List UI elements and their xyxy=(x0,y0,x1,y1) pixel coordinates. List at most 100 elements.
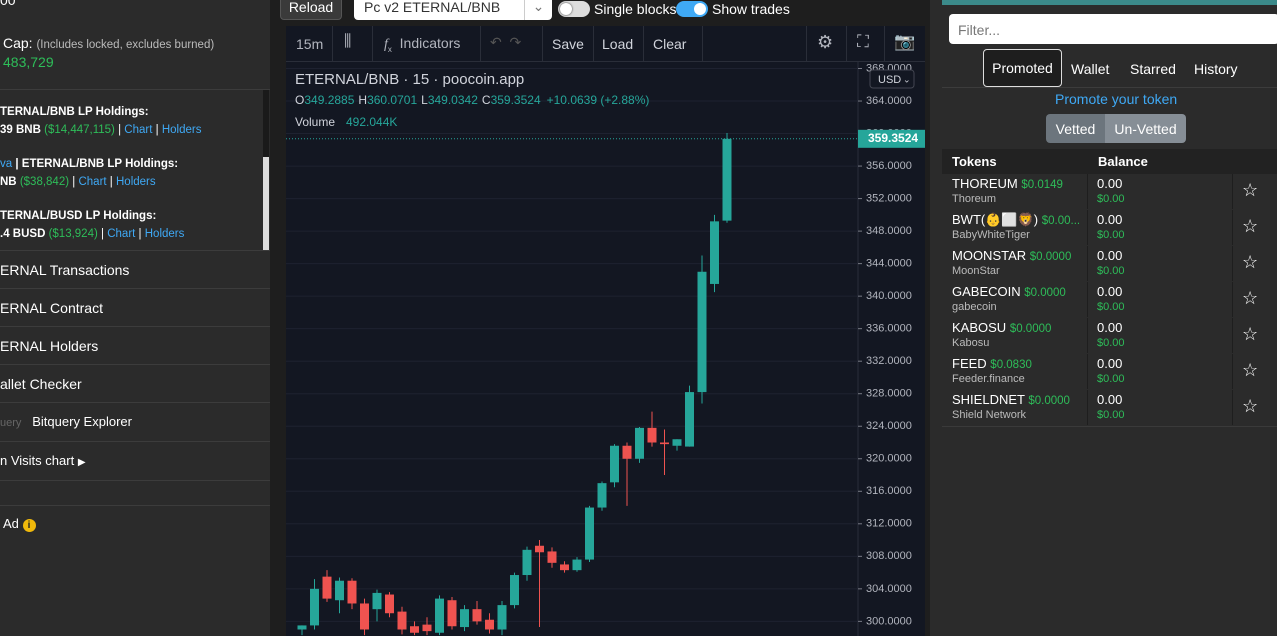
balance-value: $0.00 xyxy=(1097,301,1125,313)
unvetted-button[interactable]: Un-Vetted xyxy=(1105,114,1186,143)
token-row[interactable]: KABOSU $0.0000 Kabosu 0.00 $0.00 ☆ xyxy=(942,318,1277,353)
indicators[interactable]: fx Indicators xyxy=(384,35,461,54)
volume-label: Volume xyxy=(295,115,335,129)
c: C xyxy=(482,93,491,107)
close: 359.3524 xyxy=(491,93,541,107)
star-icon[interactable]: ☆ xyxy=(1242,288,1259,308)
link[interactable]: va xyxy=(0,158,13,170)
title: | ETERNAL/BNB LP Holdings: xyxy=(15,158,179,170)
candle-body xyxy=(635,427,644,459)
tab[interactable]: Wallet xyxy=(1071,61,1110,77)
cell-divider xyxy=(1232,174,1233,209)
title: TERNAL/BNB LP Holdings: xyxy=(0,106,149,118)
label: Indicators xyxy=(399,35,461,51)
info-icon[interactable]: i xyxy=(22,519,36,532)
vetted-button[interactable]: Vetted xyxy=(1046,114,1105,143)
holders-link[interactable]: Holders xyxy=(144,228,185,240)
cell-divider xyxy=(1232,210,1233,245)
toggle-on[interactable] xyxy=(676,1,708,17)
token-fullname: Shield Network xyxy=(952,409,1026,421)
menu-item[interactable]: allet Checker xyxy=(0,376,82,392)
cell-divider xyxy=(1232,390,1233,425)
candle-body xyxy=(660,442,669,445)
cell-divider xyxy=(1232,354,1233,389)
label: n Visits chart xyxy=(0,453,75,468)
tab-active[interactable]: Promoted xyxy=(983,49,1062,87)
undo-redo[interactable]: ↶ ↷ xyxy=(490,34,522,50)
star-icon[interactable]: ☆ xyxy=(1242,396,1259,416)
tab[interactable]: Starred xyxy=(1130,61,1176,77)
separator xyxy=(0,364,270,365)
candle-body xyxy=(410,626,419,633)
candle-body xyxy=(422,624,432,632)
snapshot-icon[interactable]: 📷 xyxy=(894,32,916,51)
y-tick-label: 336.0000 xyxy=(866,323,912,335)
scrollbar-track xyxy=(263,90,269,250)
token-name: SHIELDNET $0.0000 xyxy=(952,392,1085,407)
candle-body xyxy=(322,576,332,599)
separator xyxy=(0,250,270,251)
load[interactable]: Load xyxy=(602,36,634,52)
chart-type-icon[interactable]: ⫼ xyxy=(344,33,352,50)
balance: 0.00 xyxy=(1097,356,1123,371)
separator xyxy=(0,480,270,481)
star-icon[interactable]: ☆ xyxy=(1242,180,1259,200)
tab[interactable]: History xyxy=(1194,61,1238,77)
left-panel: 00 Cap: (Includes locked, excludes burne… xyxy=(0,0,270,636)
candle-body xyxy=(385,594,394,614)
fullscreen-icon[interactable]: ⛶ xyxy=(857,32,869,51)
reload-button[interactable]: Reload xyxy=(280,0,342,20)
token-name: KABOSU $0.0000 xyxy=(952,320,1085,335)
settings-icon[interactable]: ⚙ xyxy=(817,32,834,52)
token-row[interactable]: MOONSTAR $0.0000 MoonStar 0.00 $0.00 ☆ xyxy=(942,246,1277,281)
usd: ($13,924) xyxy=(48,228,98,240)
price: $0.0000 xyxy=(1024,287,1066,299)
chart-link[interactable]: Chart xyxy=(124,124,153,136)
candle-body xyxy=(547,551,557,563)
token-row[interactable]: THOREUM $0.0149 Thoreum 0.00 $0.00 ☆ xyxy=(942,174,1277,209)
cap-label: Cap: xyxy=(3,35,33,51)
token-row[interactable]: GABECOIN $0.0000 gabecoin 0.00 $0.00 ☆ xyxy=(942,282,1277,317)
star-icon[interactable]: ☆ xyxy=(1242,324,1259,344)
label: Pc v2 ETERNAL/BNB xyxy=(364,0,501,15)
menu-item[interactable]: ERNAL Transactions xyxy=(0,262,130,278)
currency-button[interactable] xyxy=(869,69,915,89)
y-tick-label: 320.0000 xyxy=(866,453,912,465)
separator: | xyxy=(109,176,113,188)
chart-link[interactable]: Chart xyxy=(107,228,136,240)
balance: 0.00 xyxy=(1097,320,1123,335)
holders-link[interactable]: Holders xyxy=(161,124,202,136)
token-row[interactable]: SHIELDNET $0.0000 Shield Network 0.00 $0.00… xyxy=(942,390,1277,425)
save[interactable]: Save xyxy=(552,36,584,52)
filter-input[interactable]: Filter... xyxy=(949,14,1277,44)
menu-item[interactable]: ERNAL Contract xyxy=(0,300,103,316)
candle-body xyxy=(522,549,532,576)
candle-body xyxy=(485,619,494,630)
amount: .4 BUSD xyxy=(0,228,46,240)
token-row[interactable]: BWT(👶⬜🦁) $0.00... BabyWhiteTiger 0.00 $0.00… xyxy=(942,210,1277,245)
token-row[interactable]: FEED $0.0830 Feeder.finance 0.00 $0.00 ☆ xyxy=(942,354,1277,389)
symbol: BWT(👶⬜🦁) xyxy=(952,212,1039,227)
star-icon[interactable]: ☆ xyxy=(1242,360,1259,380)
clear[interactable]: Clear xyxy=(653,36,687,52)
separator xyxy=(0,402,270,403)
candle-body xyxy=(510,575,519,606)
interval[interactable]: 15m xyxy=(296,36,324,52)
chart-link[interactable]: Chart xyxy=(78,176,107,188)
menu-item[interactable]: uery Bitquery Explorer xyxy=(0,414,132,429)
high: 360.0701 xyxy=(367,93,417,107)
y-tick-label: 364.0000 xyxy=(866,95,912,107)
toggle-off[interactable] xyxy=(558,1,590,17)
star-icon[interactable]: ☆ xyxy=(1242,252,1259,272)
candle-body xyxy=(697,271,707,393)
menu-item[interactable]: n Visits chart ▶ xyxy=(0,453,86,468)
pair-select[interactable]: Pc v2 ETERNAL/BNB ⌄ xyxy=(354,0,552,20)
chevron: ⌄ xyxy=(524,0,552,20)
star-icon[interactable]: ☆ xyxy=(1242,216,1259,236)
promote-link[interactable]: Promote your token xyxy=(1055,91,1178,107)
candle-body xyxy=(585,507,594,560)
holders-link[interactable]: Holders xyxy=(116,176,156,188)
token-name: BWT(👶⬜🦁) $0.00... xyxy=(952,212,1085,228)
menu-item[interactable]: ERNAL Holders xyxy=(0,338,99,354)
